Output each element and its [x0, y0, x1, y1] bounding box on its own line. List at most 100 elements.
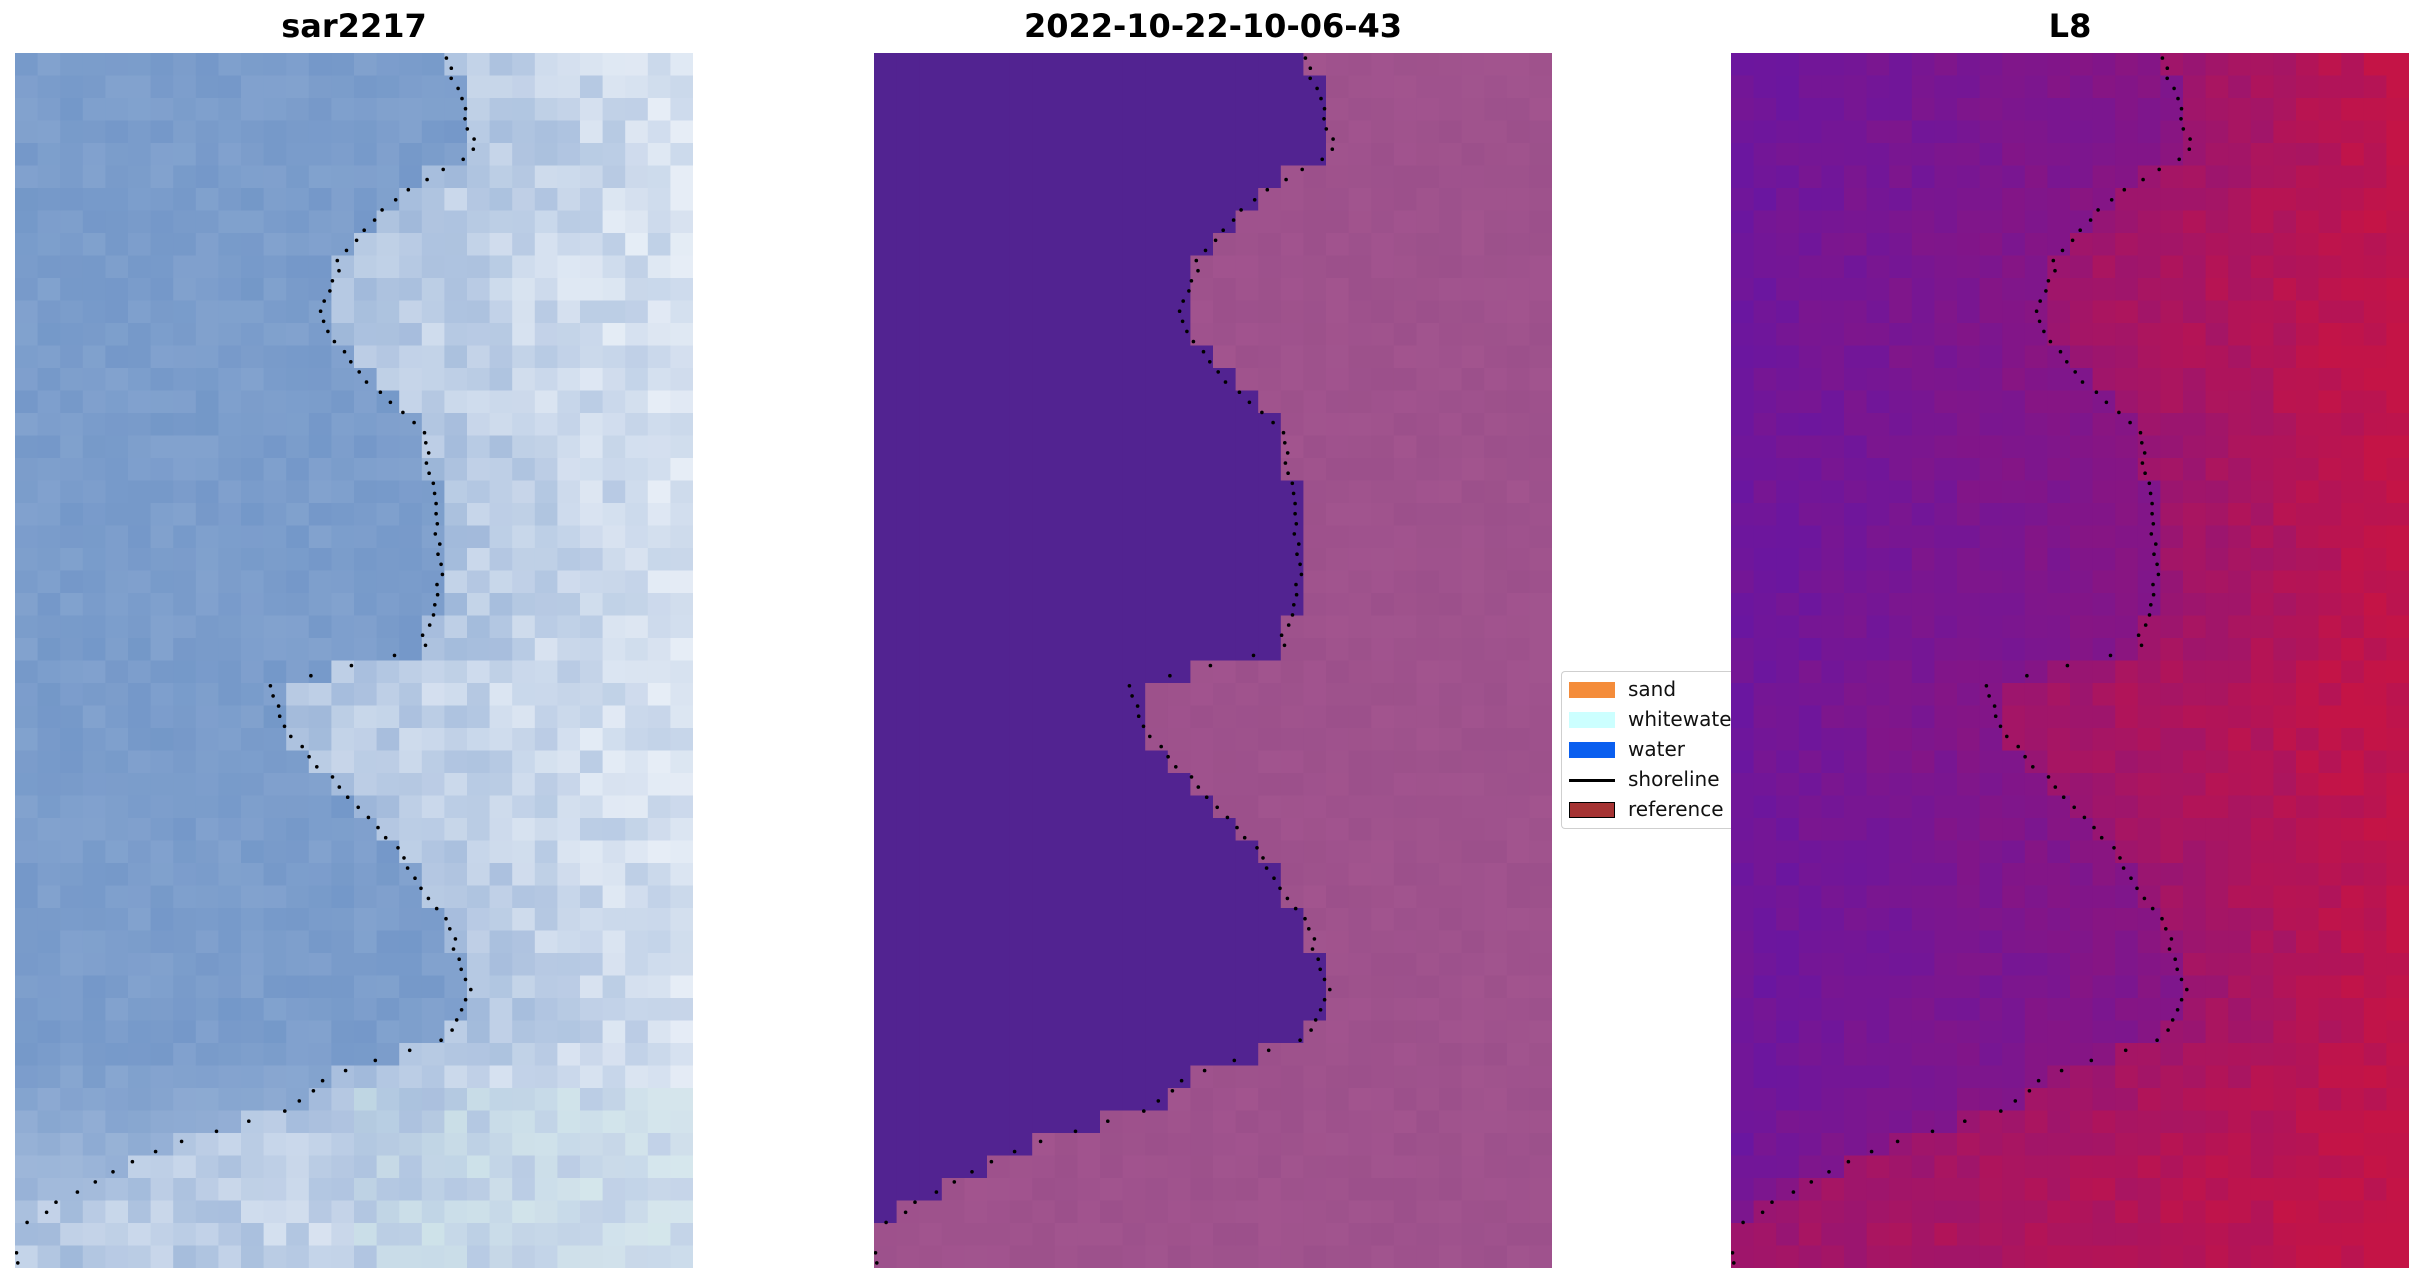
image-pixel	[1461, 255, 1485, 279]
image-pixel	[1798, 480, 1822, 504]
image-pixel	[670, 165, 693, 189]
image-pixel	[1077, 1043, 1101, 1067]
image-pixel	[2205, 615, 2229, 639]
image-pixel	[1416, 210, 1440, 234]
image-pixel	[399, 368, 423, 392]
image-pixel	[467, 818, 491, 842]
image-pixel	[1979, 570, 2003, 594]
image-pixel	[2273, 165, 2297, 189]
image-pixel	[354, 953, 378, 977]
image-pixel	[1776, 795, 1800, 819]
image-pixel	[15, 435, 39, 459]
image-pixel	[602, 188, 626, 212]
image-pixel	[1934, 120, 1958, 144]
image-pixel	[1235, 750, 1259, 774]
image-pixel	[987, 773, 1011, 797]
image-pixel	[1167, 1088, 1191, 1112]
image-pixel	[964, 120, 988, 144]
image-pixel	[82, 143, 106, 167]
image-pixel	[1371, 840, 1395, 864]
image-pixel	[421, 75, 445, 99]
image-pixel	[1235, 705, 1259, 729]
image-pixel	[1753, 773, 1777, 797]
image-pixel	[512, 278, 536, 302]
image-pixel	[150, 233, 174, 257]
shoreline-point	[1308, 66, 1313, 70]
image-pixel	[1731, 570, 1755, 594]
image-pixel	[331, 863, 355, 887]
image-pixel	[2386, 908, 2409, 932]
image-pixel	[1753, 683, 1777, 707]
image-pixel	[1461, 233, 1485, 257]
image-pixel	[2363, 773, 2387, 797]
image-pixel	[1439, 1245, 1463, 1268]
image-pixel	[489, 863, 513, 887]
image-pixel	[2273, 1088, 2297, 1112]
image-pixel	[263, 1133, 287, 1157]
image-pixel	[1054, 548, 1078, 572]
image-pixel	[874, 1200, 898, 1224]
image-pixel	[1798, 1178, 1822, 1202]
image-pixel	[2341, 143, 2365, 167]
image-pixel	[421, 1245, 445, 1268]
image-pixel	[399, 1223, 423, 1247]
image-pixel	[82, 840, 106, 864]
image-pixel	[987, 323, 1011, 347]
image-pixel	[1506, 1110, 1530, 1134]
image-pixel	[1416, 1020, 1440, 1044]
image-pixel	[421, 728, 445, 752]
image-pixel	[1371, 998, 1395, 1022]
image-pixel	[37, 323, 61, 347]
image-pixel	[60, 885, 84, 909]
image-pixel	[964, 818, 988, 842]
image-pixel	[1280, 885, 1304, 909]
image-pixel	[467, 458, 491, 482]
image-pixel	[399, 660, 423, 684]
image-pixel	[2341, 390, 2365, 414]
image-pixel	[2296, 120, 2320, 144]
image-pixel	[105, 390, 129, 414]
image-pixel	[489, 615, 513, 639]
image-pixel	[557, 1133, 581, 1157]
image-pixel	[2250, 188, 2274, 212]
image-pixel	[263, 750, 287, 774]
image-pixel	[1484, 503, 1508, 527]
image-pixel	[2386, 233, 2409, 257]
image-pixel	[2047, 840, 2071, 864]
image-pixel	[421, 930, 445, 954]
shoreline-point	[322, 299, 327, 303]
image-pixel	[15, 413, 39, 437]
image-pixel	[354, 413, 378, 437]
image-pixel	[1213, 683, 1237, 707]
image-pixel	[2228, 750, 2252, 774]
image-pixel	[987, 615, 1011, 639]
image-pixel	[2024, 53, 2048, 77]
image-pixel	[2386, 953, 2409, 977]
image-pixel	[2002, 143, 2026, 167]
image-pixel	[15, 188, 39, 212]
image-pixel	[1821, 525, 1845, 549]
shoreline-point	[344, 248, 349, 253]
image-pixel	[1911, 98, 1935, 122]
image-pixel	[1348, 863, 1372, 887]
image-pixel	[1009, 368, 1033, 392]
image-pixel	[2047, 863, 2071, 887]
image-pixel	[1258, 435, 1282, 459]
image-pixel	[941, 413, 965, 437]
image-pixel	[263, 210, 287, 234]
image-pixel	[2386, 53, 2409, 77]
image-pixel	[1844, 773, 1868, 797]
image-pixel	[1280, 615, 1304, 639]
image-pixel	[15, 728, 39, 752]
image-pixel	[1957, 480, 1981, 504]
image-pixel	[1213, 818, 1237, 842]
image-pixel	[1122, 210, 1146, 234]
image-pixel	[1731, 908, 1755, 932]
shoreline-point	[1308, 76, 1312, 81]
image-pixel	[489, 323, 513, 347]
image-pixel	[2137, 210, 2161, 234]
image-pixel	[1889, 503, 1913, 527]
image-pixel	[580, 615, 604, 639]
image-pixel	[1506, 1245, 1530, 1268]
image-pixel	[2250, 480, 2274, 504]
